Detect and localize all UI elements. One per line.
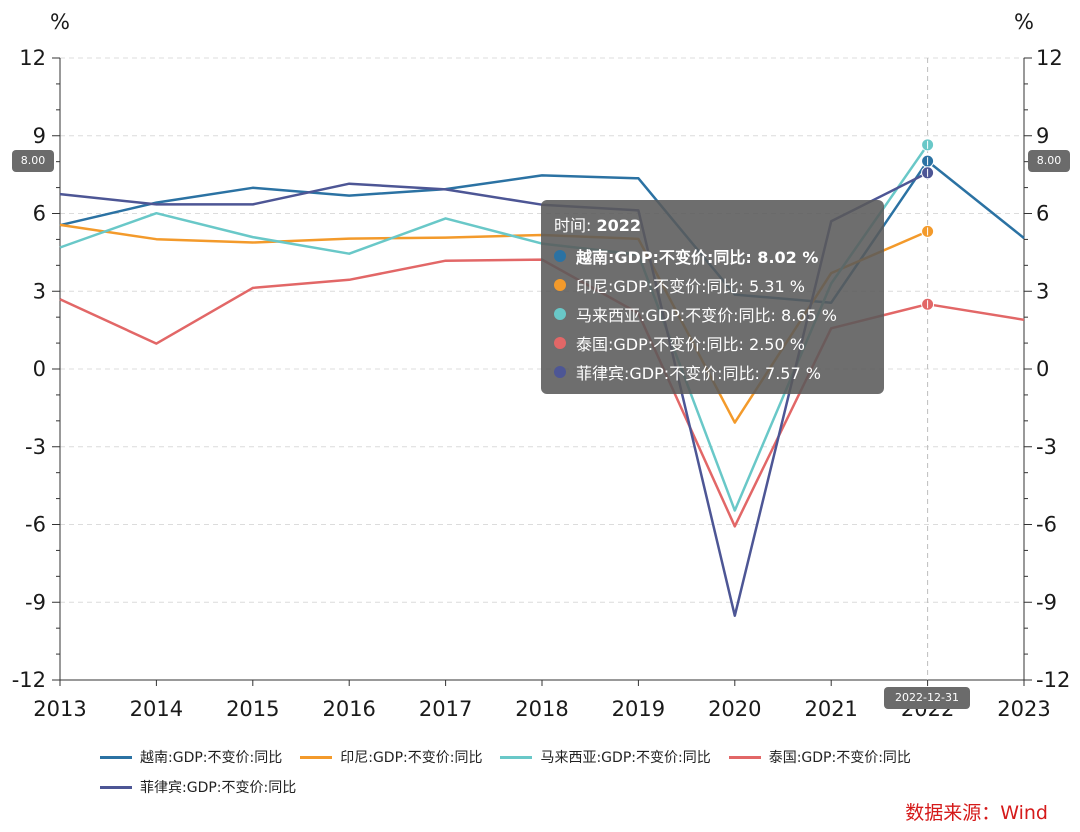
y-tick-label-left: 3 [33, 279, 46, 303]
tick-labels: 12 12 9 9 6 6 3 3 0 0 -3 -3 -6 -6 -9 -9 -12 -12% % 2013 2014… [12, 10, 1071, 721]
tooltip-row-text: 菲律宾:GDP:不变价:同比: 7.57 % [576, 363, 821, 383]
line-chart: 12 12 9 9 6 6 3 3 0 0 -3 -3 -6 -6 -9 -9 -12 -12% % 2013 2014… [12, 10, 1071, 721]
tooltip-series-dot [554, 307, 566, 320]
y-tick-label-right: 12 [1036, 46, 1063, 70]
chart-legend: 越南:GDP:不变价:同比 印尼:GDP:不变价:同比 马来西亚:GDP:不变价:同… [100, 742, 1060, 802]
y-tick-label-left: 12 [19, 46, 46, 70]
tooltip-series-dot [554, 249, 566, 262]
y-tick-label-left: -9 [25, 590, 46, 614]
x-tick-label: 2017 [419, 697, 472, 721]
y-crosshair-badge-left: 8.00 [12, 150, 54, 172]
x-tick-label: 2016 [322, 697, 375, 721]
chart-tooltip: 时间: 2022 越南:GDP:不变价:同比: 8.02 % 印尼:GDP:不变价… [541, 200, 884, 394]
x-crosshair-badge: 2022-12-31 [884, 687, 970, 709]
tooltip-rows: 越南:GDP:不变价:同比: 8.02 % 印尼:GDP:不变价:同比: 5.31… [554, 241, 871, 386]
x-tick-label: 2014 [130, 697, 183, 721]
legend-item[interactable]: 菲律宾:GDP:不变价:同比 [100, 772, 296, 802]
y-unit-right: % [1014, 10, 1034, 34]
tooltip-row: 马来西亚:GDP:不变价:同比: 8.65 % [554, 299, 871, 328]
y-unit-left: % [50, 10, 70, 34]
y-tick-label-left: 6 [33, 202, 46, 226]
legend-swatch [728, 755, 761, 759]
x-tick-label: 2023 [997, 697, 1050, 721]
y-tick-label-right: 9 [1036, 124, 1049, 148]
x-tick-label: 2013 [33, 697, 86, 721]
y-tick-label-right: 0 [1036, 357, 1049, 381]
tooltip-time-value: 2022 [596, 216, 642, 235]
y-tick-label-left: 9 [33, 124, 46, 148]
y-tick-label-right: 6 [1036, 202, 1049, 226]
tooltip-row-text: 越南:GDP:不变价:同比: 8.02 % [576, 247, 819, 267]
hover-markers [921, 138, 935, 311]
y-crosshair-badge-right: 8.00 [1028, 150, 1070, 172]
tooltip-time-label: 时间: [554, 216, 592, 235]
series-line-2 [59, 144, 929, 512]
tooltip-row-text: 印尼:GDP:不变价:同比: 5.31 % [576, 276, 805, 296]
y-tick-label-left: 0 [33, 357, 46, 381]
tooltip-row-text: 马来西亚:GDP:不变价:同比: 8.65 % [576, 305, 837, 325]
tooltip-series-dot [554, 365, 566, 378]
legend-label: 印尼:GDP:不变价:同比 [340, 750, 483, 766]
y-tick-label-right: -12 [1036, 668, 1070, 692]
tooltip-row: 泰国:GDP:不变价:同比: 2.50 % [554, 328, 871, 357]
tooltip-series-dot [554, 336, 566, 349]
legend-item[interactable]: 越南:GDP:不变价:同比 [100, 742, 282, 772]
legend-label: 泰国:GDP:不变价:同比 [768, 750, 911, 766]
legend-swatch [500, 755, 533, 759]
legend-item[interactable]: 马来西亚:GDP:不变价:同比 [500, 742, 711, 772]
tooltip-row: 越南:GDP:不变价:同比: 8.02 % [554, 241, 871, 270]
legend-label: 越南:GDP:不变价:同比 [140, 750, 283, 766]
y-tick-label-right: -6 [1036, 513, 1057, 537]
legend-item[interactable]: 印尼:GDP:不变价:同比 [300, 742, 482, 772]
legend-swatch [100, 755, 132, 759]
legend-swatch [300, 755, 333, 759]
tooltip-row: 印尼:GDP:不变价:同比: 5.31 % [554, 270, 871, 299]
legend-label: 马来西亚:GDP:不变价:同比 [540, 750, 711, 766]
y-tick-label-left: -3 [25, 435, 46, 459]
x-tick-label: 2019 [612, 697, 665, 721]
tooltip-row-text: 泰国:GDP:不变价:同比: 2.50 % [576, 334, 805, 354]
data-source-label: 数据来源：Wind [905, 802, 1048, 824]
x-tick-label: 2015 [226, 697, 279, 721]
legend-label: 菲律宾:GDP:不变价:同比 [140, 780, 297, 796]
series-line-4 [59, 171, 929, 617]
legend-swatch [100, 785, 132, 789]
tooltip-row: 菲律宾:GDP:不变价:同比: 7.57 % [554, 357, 871, 386]
y-tick-label-right: -3 [1036, 435, 1057, 459]
y-tick-label-right: 3 [1036, 279, 1049, 303]
x-tick-label: 2018 [515, 697, 568, 721]
y-tick-label-right: -9 [1036, 590, 1057, 614]
y-tick-label-left: -12 [12, 668, 46, 692]
x-tick-label: 2020 [708, 697, 761, 721]
tooltip-title: 时间: 2022 [554, 212, 871, 236]
x-tick-label: 2021 [804, 697, 857, 721]
tooltip-series-dot [554, 278, 566, 291]
legend-item[interactable]: 泰国:GDP:不变价:同比 [728, 742, 911, 772]
y-tick-label-left: -6 [25, 513, 46, 537]
